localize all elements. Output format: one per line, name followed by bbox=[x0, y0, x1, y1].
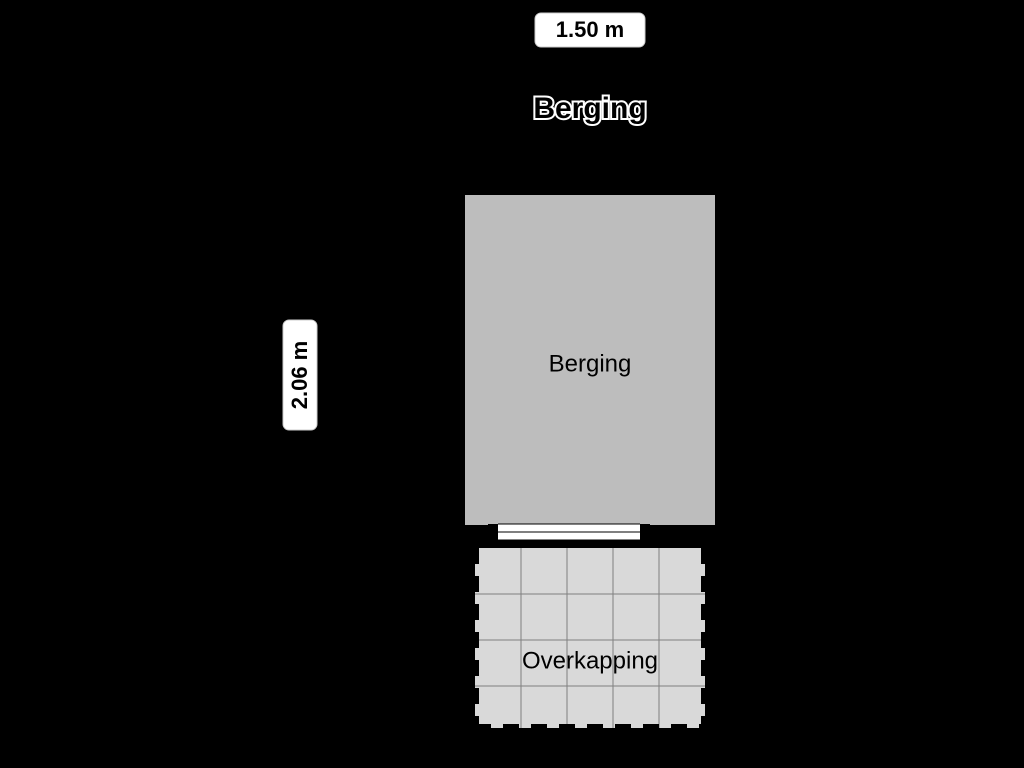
dimension-left: 2.06 m bbox=[283, 320, 317, 430]
room-overkapping: Overkapping bbox=[475, 548, 705, 728]
plan-title: Berging bbox=[533, 92, 646, 125]
dimension-top-label: 1.50 m bbox=[556, 17, 625, 42]
room-berging: Berging bbox=[460, 190, 720, 530]
floor-plan: Berging Overkapping Berging 1.50 m 2.06 … bbox=[0, 0, 1024, 768]
dimension-top: 1.50 m bbox=[535, 13, 645, 47]
overkapping-label: Overkapping bbox=[522, 647, 658, 674]
berging-label: Berging bbox=[549, 350, 632, 377]
overkapping-fill bbox=[475, 548, 705, 728]
dimension-left-label: 2.06 m bbox=[287, 341, 312, 410]
